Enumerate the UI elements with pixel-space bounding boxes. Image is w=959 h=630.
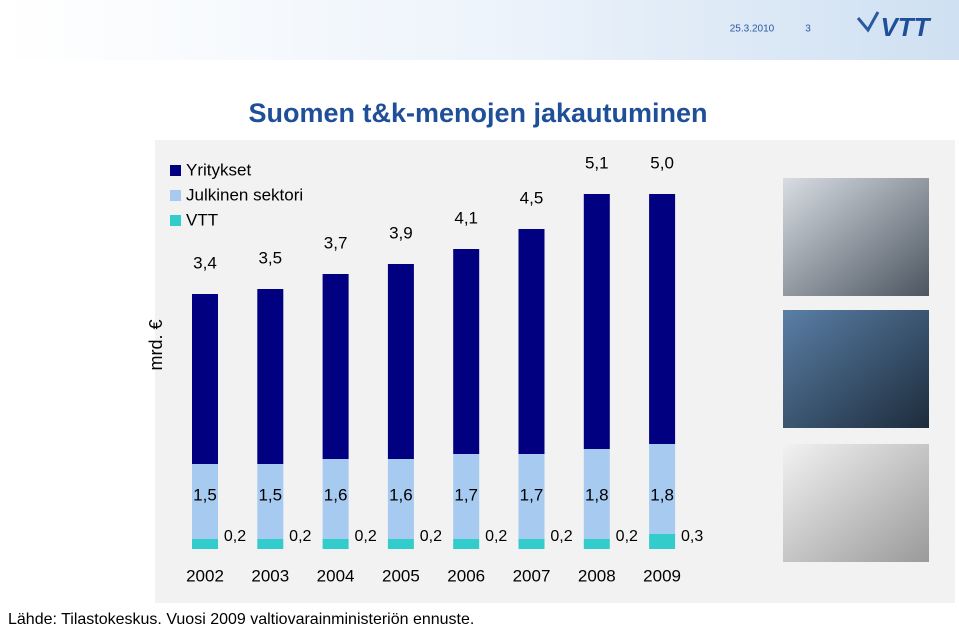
bar-segment <box>387 539 414 549</box>
x-tick-label: 2002 <box>186 566 224 585</box>
bar-segment <box>257 464 284 539</box>
bar-segment <box>257 539 284 549</box>
data-label: 3,7 <box>324 233 348 252</box>
legend-label: Julkinen sektori <box>186 185 303 204</box>
bar-segment <box>322 274 349 459</box>
bar-segment <box>192 294 218 464</box>
legend-label: Yritykset <box>186 160 251 179</box>
data-label: 4,1 <box>454 208 478 227</box>
photo <box>783 178 929 296</box>
bar-segment <box>453 454 480 539</box>
data-label: 5,1 <box>585 153 609 172</box>
data-label: 5,0 <box>650 153 674 172</box>
bar-segment <box>322 459 349 539</box>
bar-segment <box>649 444 676 534</box>
data-label: 1,8 <box>585 485 609 504</box>
data-label: 3,4 <box>193 253 217 272</box>
bar-segment <box>649 194 676 444</box>
logo: VTT <box>880 12 931 42</box>
data-label: 0,3 <box>681 528 703 545</box>
bar-segment <box>257 289 284 464</box>
bar-segment <box>387 459 414 539</box>
page-number: 3 <box>805 24 811 35</box>
data-label: 1,8 <box>650 485 674 504</box>
bar-segment <box>387 264 414 459</box>
data-label: 0,2 <box>485 528 507 545</box>
data-label: 3,9 <box>389 223 413 242</box>
data-label: 1,7 <box>454 485 478 504</box>
bar-segment <box>583 539 610 549</box>
source: Lähde: Tilastokeskus. Vuosi 2009 valtiov… <box>8 611 474 628</box>
data-label: 0,2 <box>616 528 638 545</box>
data-label: 0,2 <box>289 528 311 545</box>
bar-segment <box>518 539 545 549</box>
y-axis-label: mrd. € <box>146 319 166 370</box>
data-label: 4,5 <box>520 188 544 207</box>
photo <box>783 310 929 428</box>
chart-title: Suomen t&k-menojen jakautuminen <box>248 98 707 128</box>
x-tick-label: 2008 <box>578 566 616 585</box>
x-tick-label: 2006 <box>447 566 485 585</box>
bar-segment <box>192 539 218 549</box>
bar-segment <box>453 249 480 454</box>
date: 25.3.2010 <box>730 24 775 35</box>
bar-segment <box>649 534 676 549</box>
data-label: 0,2 <box>224 528 246 545</box>
bar-segment <box>192 464 218 539</box>
x-tick-label: 2003 <box>251 566 289 585</box>
data-label: 0,2 <box>420 528 442 545</box>
data-label: 1,7 <box>520 485 544 504</box>
data-label: 1,6 <box>389 485 413 504</box>
legend-swatch <box>170 165 181 176</box>
legend-swatch <box>170 215 181 226</box>
data-label: 1,6 <box>324 485 348 504</box>
data-label: 1,5 <box>258 485 282 504</box>
x-tick-label: 2009 <box>643 566 681 585</box>
photo <box>783 444 929 562</box>
bar-segment <box>453 539 480 549</box>
x-tick-label: 2004 <box>317 566 355 585</box>
bar-segment <box>322 539 349 549</box>
data-label: 3,5 <box>258 248 282 267</box>
legend-label: VTT <box>186 210 218 229</box>
header-band <box>0 0 959 60</box>
bar-segment <box>518 454 545 539</box>
x-tick-label: 2005 <box>382 566 420 585</box>
bar-segment <box>583 194 610 449</box>
logo-mark <box>856 11 880 33</box>
bar-segment <box>583 449 610 539</box>
legend-swatch <box>170 190 181 201</box>
data-label: 0,2 <box>550 528 572 545</box>
x-tick-label: 2007 <box>513 566 551 585</box>
bar-segment <box>518 229 545 454</box>
data-label: 1,5 <box>193 485 217 504</box>
data-label: 0,2 <box>354 528 376 545</box>
